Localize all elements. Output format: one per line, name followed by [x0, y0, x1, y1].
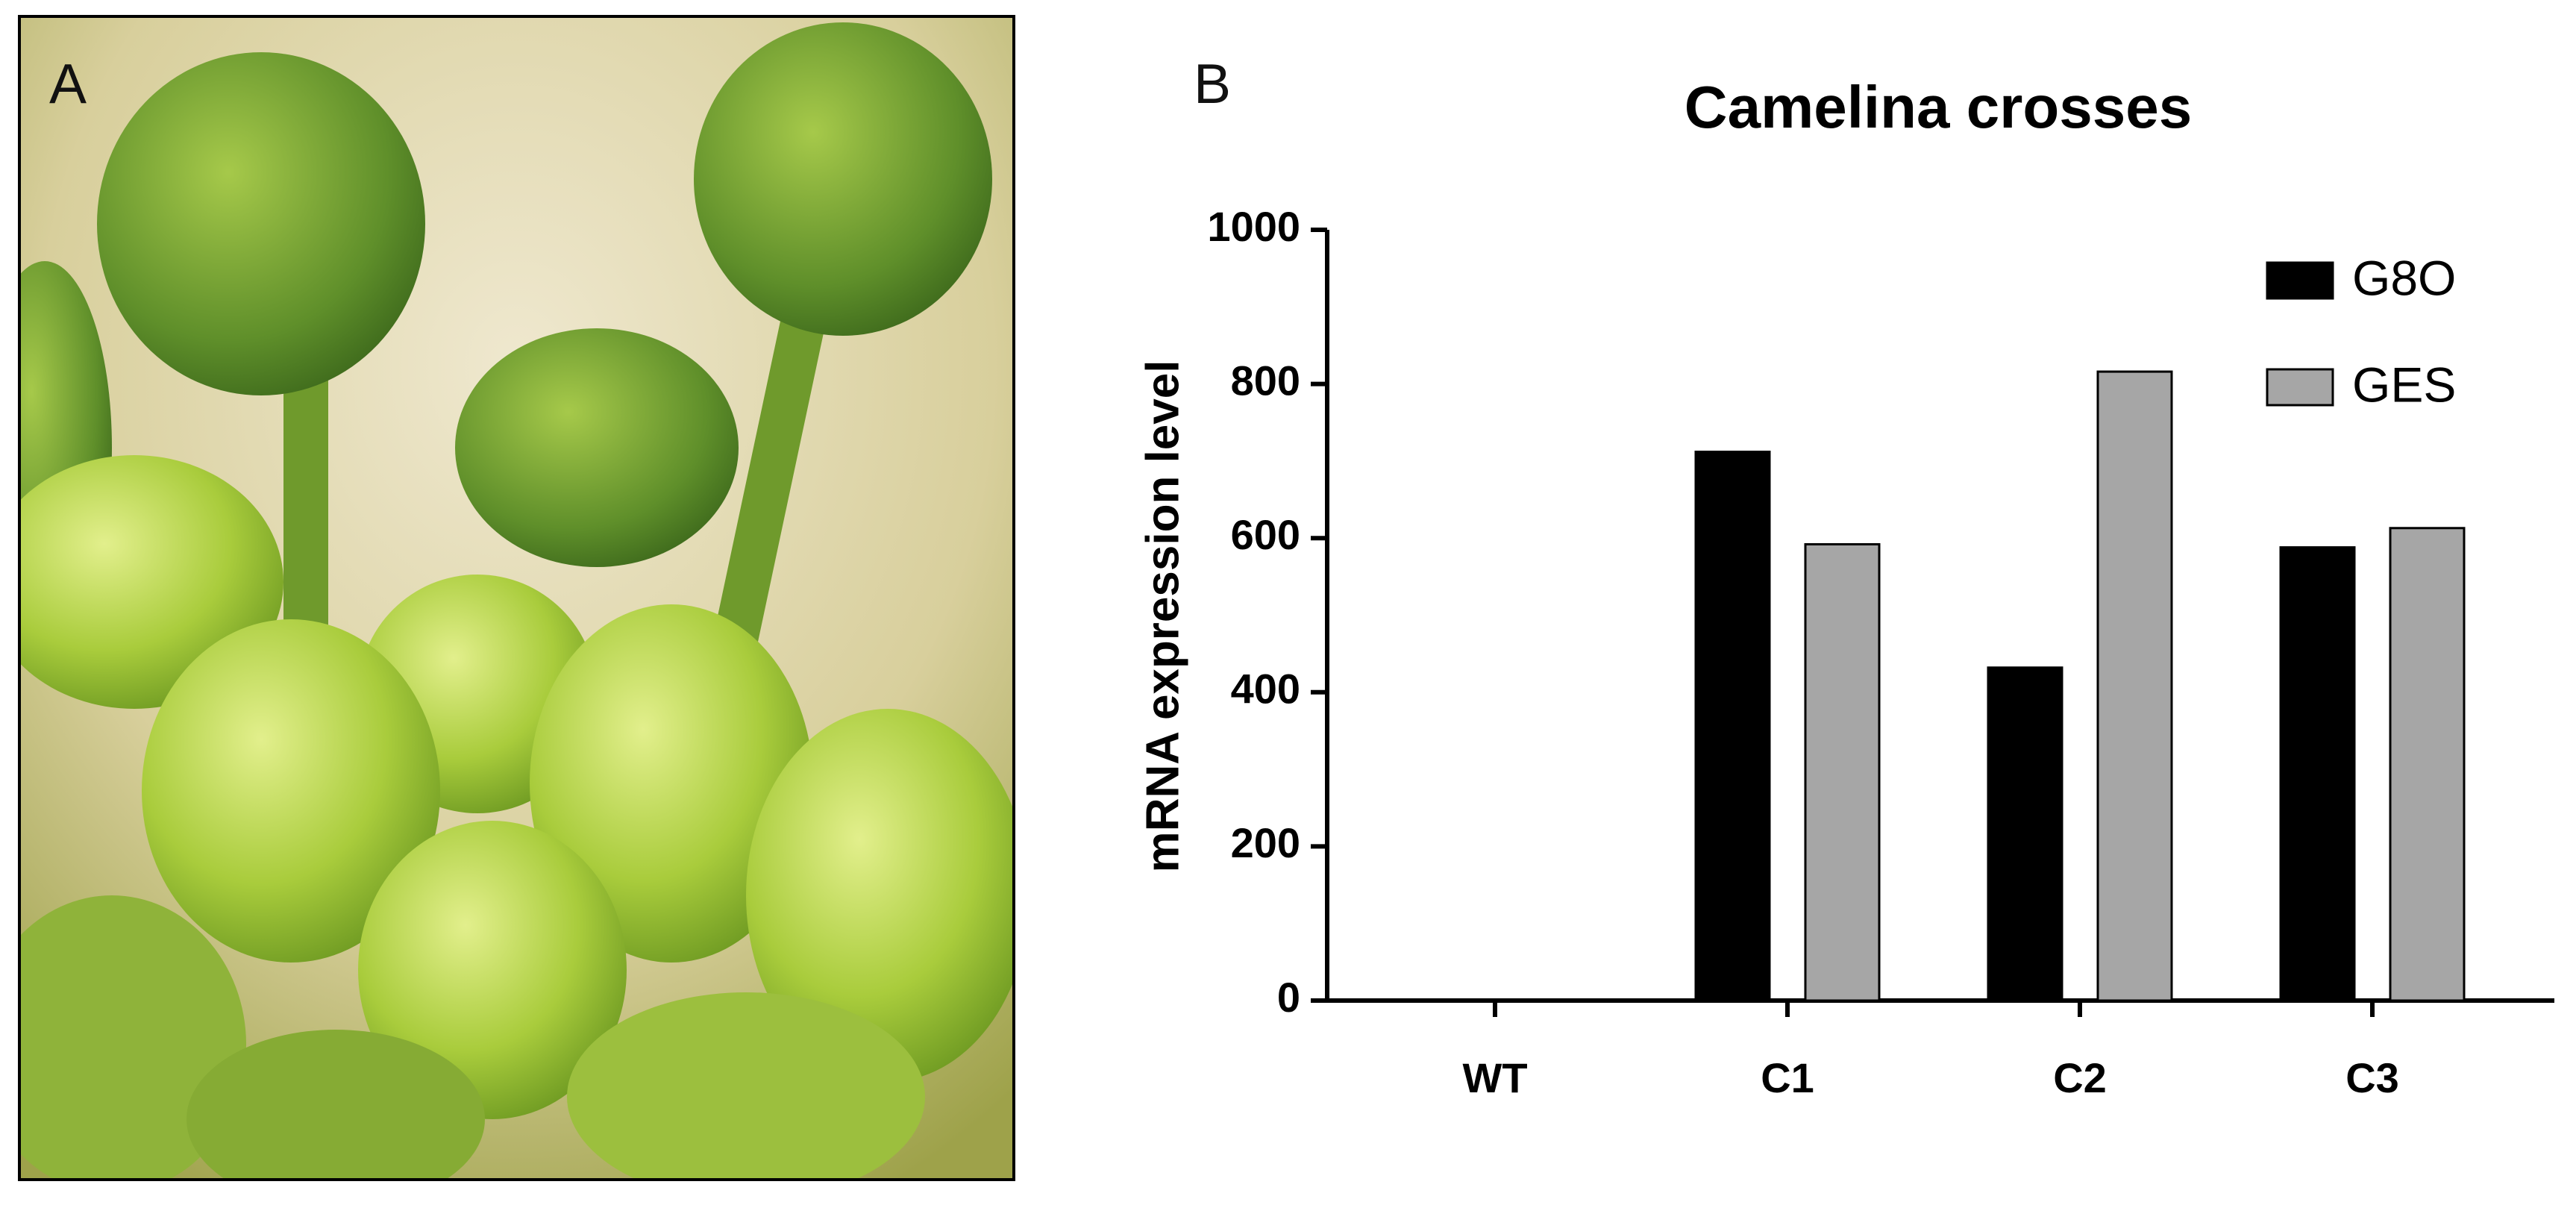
bar — [1694, 451, 1771, 1002]
bar — [1987, 666, 2063, 1002]
x-tick-label: C2 — [2053, 1054, 2107, 1101]
y-tick-label: 0 — [1277, 974, 1300, 1021]
panel-label: B — [1194, 52, 1231, 115]
legend-swatch — [2266, 368, 2334, 407]
legend-label: G8O — [2352, 250, 2456, 305]
x-tick-label: C1 — [1761, 1054, 1814, 1101]
y-tick-label: 1000 — [1207, 203, 1300, 250]
bar — [1804, 542, 1881, 1002]
y-tick-label: 600 — [1231, 511, 1300, 558]
bar — [2279, 546, 2356, 1002]
y-tick-label: 400 — [1231, 666, 1300, 713]
photo-frame — [18, 15, 1015, 1181]
x-tick-label: WT — [1462, 1054, 1527, 1101]
y-tick-label: 800 — [1231, 357, 1300, 404]
bar — [2389, 527, 2466, 1002]
y-axis-label: mRNA expression level — [1137, 360, 1188, 873]
legend-label: GES — [2352, 357, 2456, 412]
bar — [2096, 370, 2173, 1002]
legend-swatch — [2266, 261, 2334, 300]
chart-title: Camelina crosses — [1685, 74, 2192, 140]
panel-label: A — [49, 52, 87, 115]
y-tick-label: 200 — [1231, 819, 1300, 866]
photo — [19, 16, 1014, 1180]
x-tick-label: C3 — [2345, 1054, 2399, 1101]
